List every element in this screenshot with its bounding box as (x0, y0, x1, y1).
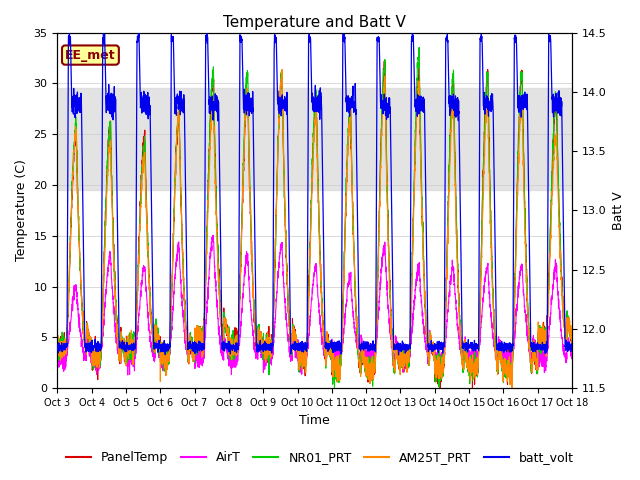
Legend: PanelTemp, AirT, NR01_PRT, AM25T_PRT, batt_volt: PanelTemp, AirT, NR01_PRT, AM25T_PRT, ba… (61, 446, 579, 469)
Y-axis label: Temperature (C): Temperature (C) (15, 159, 28, 262)
Bar (58, 88, 572, 190)
Text: EE_met: EE_met (65, 48, 116, 61)
X-axis label: Time: Time (300, 414, 330, 427)
Title: Temperature and Batt V: Temperature and Batt V (223, 15, 406, 30)
Y-axis label: Batt V: Batt V (612, 191, 625, 230)
